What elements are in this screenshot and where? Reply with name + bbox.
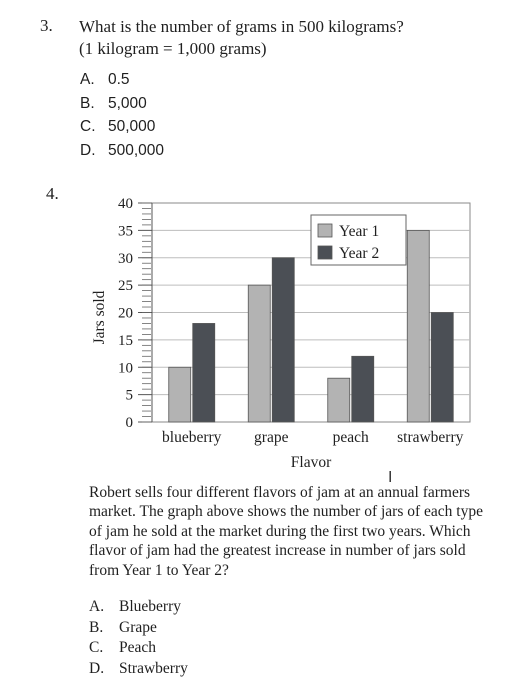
question-4-choice-c[interactable]: C. Peach [89, 638, 188, 659]
y-tick-label: 10 [118, 360, 133, 376]
question-3-choice-c[interactable]: C. 50,000 [80, 115, 164, 139]
x-tick-label: peach [333, 429, 369, 446]
question-4-text: Robert sells four different flavors of j… [89, 483, 494, 580]
legend-label: Year 1 [339, 223, 379, 240]
bar-grape-year-2 [271, 257, 295, 423]
question-4-choice-d[interactable]: D. Strawberry [89, 659, 188, 680]
choice-text: 5,000 [108, 94, 147, 112]
choice-letter: B. [89, 618, 104, 636]
question-4-number: 4. [46, 184, 59, 203]
bar-grape-year-1 [247, 284, 271, 423]
legend-label: Year 2 [339, 245, 379, 262]
choice-letter: B. [80, 94, 95, 112]
choice-letter: D. [89, 659, 105, 677]
y-tick-label: 20 [118, 306, 133, 322]
y-axis-title: Jars sold [91, 290, 108, 344]
question-3-line-2: (1 kilogram = 1,000 grams) [79, 39, 267, 58]
y-tick-label: 0 [126, 415, 134, 431]
choice-text: Strawberry [119, 659, 188, 677]
choice-letter: A. [89, 598, 105, 615]
choice-letter: C. [89, 639, 104, 657]
choice-text: 500,000 [108, 141, 165, 159]
y-tick-label: 25 [118, 278, 133, 294]
x-axis-title: Flavor [291, 454, 332, 471]
choice-letter: D. [80, 141, 96, 159]
y-tick-label: 40 [118, 196, 133, 212]
bar-strawberry-year-1 [406, 229, 430, 423]
choice-letter: A. [80, 71, 95, 88]
text-cursor-icon: I [388, 468, 393, 486]
bar-blueberry-year-2 [192, 323, 216, 423]
choice-text: Peach [119, 639, 157, 657]
choice-text: 50,000 [108, 118, 156, 135]
question-3-number: 3. [40, 16, 53, 35]
legend-swatch [317, 223, 333, 238]
y-tick-label: 5 [126, 388, 134, 404]
x-tick-label: blueberry [162, 429, 222, 446]
jam-sales-bar-chart: 0 5 10 15 20 25 30 35 40 blueberry grape peach straw… [91, 196, 471, 471]
legend-swatch [317, 245, 333, 260]
choice-text: Grape [119, 618, 157, 636]
question-3-text: What is the number of grams in 500 kilog… [79, 16, 404, 60]
question-3-choice-d[interactable]: D. 500,000 [80, 139, 164, 163]
x-tick-label: grape [254, 429, 289, 446]
bar-strawberry-year-2 [430, 312, 454, 423]
bar-blueberry-year-1 [168, 366, 192, 423]
bar-peach-year-2 [351, 355, 375, 423]
choice-text: Blueberry [119, 598, 181, 615]
question-4-choice-a[interactable]: A. Blueberry [89, 597, 188, 618]
y-tick-label: 35 [118, 223, 133, 239]
y-tick-label: 15 [118, 333, 133, 349]
choice-text: 0.5 [108, 71, 130, 88]
x-tick-label: strawberry [397, 429, 464, 446]
question-4-choices: A. Blueberry B. Grape C. Peach D. Strawberry [89, 597, 188, 679]
question-3-choice-a[interactable]: A. 0.5 [80, 68, 164, 92]
choice-letter: C. [80, 118, 96, 135]
question-3-choice-b[interactable]: B. 5,000 [80, 92, 164, 116]
y-tick-label: 30 [118, 251, 133, 267]
question-3-line-1: What is the number of grams in 500 kilog… [79, 17, 404, 36]
question-4-paragraph: Robert sells four different flavors of j… [89, 484, 483, 579]
bar-peach-year-1 [327, 377, 351, 423]
question-3-choices: A. 0.5 B. 5,000 C. 50,000 D. 500,000 [80, 68, 164, 162]
question-4-choice-b[interactable]: B. Grape [89, 618, 188, 639]
